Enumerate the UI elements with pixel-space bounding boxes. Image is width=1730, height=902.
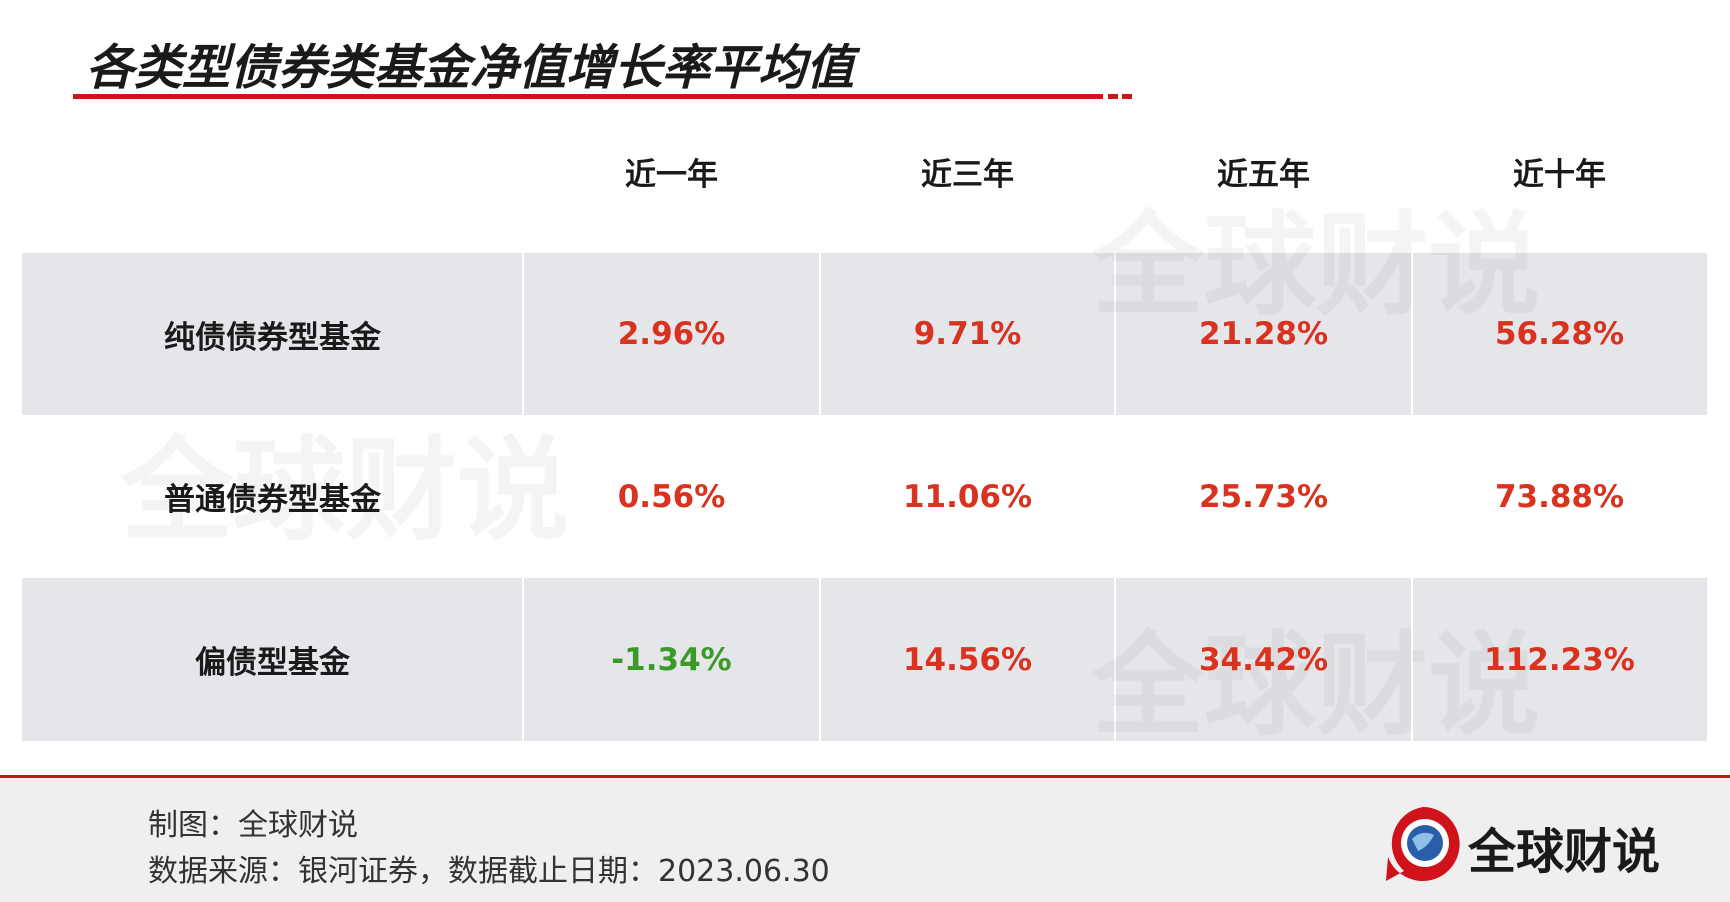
value-cell: 25.73%: [1198, 478, 1329, 515]
value-cell: 21.28%: [1198, 316, 1329, 352]
column-separator: [1114, 253, 1116, 415]
row-label: 纯债债券型基金: [164, 319, 381, 356]
source: 数据来源：银河证券，数据截止日期：2023.06.30: [148, 854, 830, 889]
column-header: 近三年: [921, 156, 1014, 193]
row-background: [22, 253, 1707, 415]
value-cell: 34.42%: [1198, 641, 1329, 678]
row-label: 偏债型基金: [195, 645, 350, 681]
column-separator: [1411, 578, 1413, 741]
value-cell: 0.56%: [617, 478, 726, 515]
watermark: 全球财说: [1092, 175, 1540, 337]
logo-text: 全球财说: [1468, 824, 1661, 880]
column-separator: [1411, 253, 1413, 415]
title-dash: [1122, 94, 1132, 99]
column-header: 近十年: [1513, 156, 1606, 193]
logo-icon: [1386, 807, 1460, 881]
watermark: 全球财说: [1092, 595, 1540, 757]
column-separator: [819, 253, 821, 415]
row-label: 普通债券型基金: [164, 482, 381, 518]
credit: 制图：全球财说: [148, 808, 358, 843]
title-rule: [73, 94, 1103, 99]
column-separator: [522, 253, 524, 415]
row-background: [22, 578, 1707, 741]
watermark: 全球财说: [121, 400, 569, 562]
value-cell: 11.06%: [902, 478, 1033, 515]
value-cell: 2.96%: [617, 316, 726, 352]
column-header: 近五年: [1217, 156, 1310, 193]
column-separator: [522, 578, 524, 741]
value-cell: -1.34%: [611, 641, 732, 678]
value-cell: 73.88%: [1494, 478, 1625, 515]
title: 各类型债券类基金净值增长率平均值: [86, 40, 855, 96]
value-cell: 14.56%: [902, 641, 1033, 678]
title-dash: [1108, 94, 1118, 99]
column-separator: [819, 578, 821, 741]
column-separator: [1114, 578, 1116, 741]
column-header: 近一年: [625, 156, 718, 193]
value-cell: 112.23%: [1484, 641, 1635, 678]
value-cell: 56.28%: [1494, 316, 1625, 352]
value-cell: 9.71%: [913, 316, 1022, 352]
